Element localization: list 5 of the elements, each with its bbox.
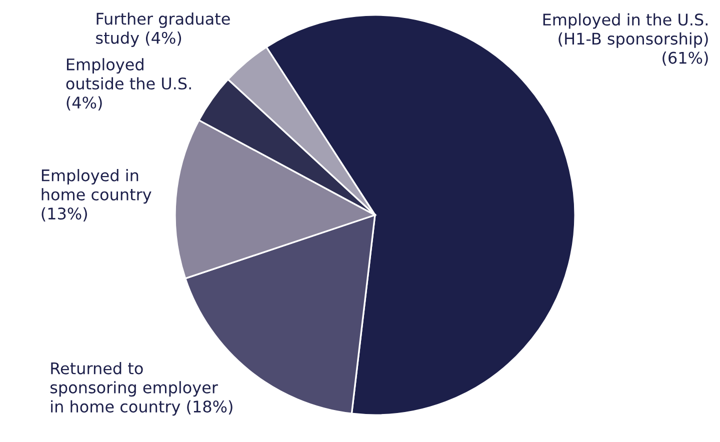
slice-label: Returned to sponsoring employer in home country (18%) [50, 362, 232, 416]
slice-label: Employed in the U.S. (H1-B sponsorship) (61%) [543, 13, 708, 66]
slice-label: Employed in home country (13%) [42, 169, 152, 222]
slice-label: Further graduate study (4%) [96, 12, 230, 47]
slice-label: Employed outside the U.S. (4%) [66, 58, 191, 111]
